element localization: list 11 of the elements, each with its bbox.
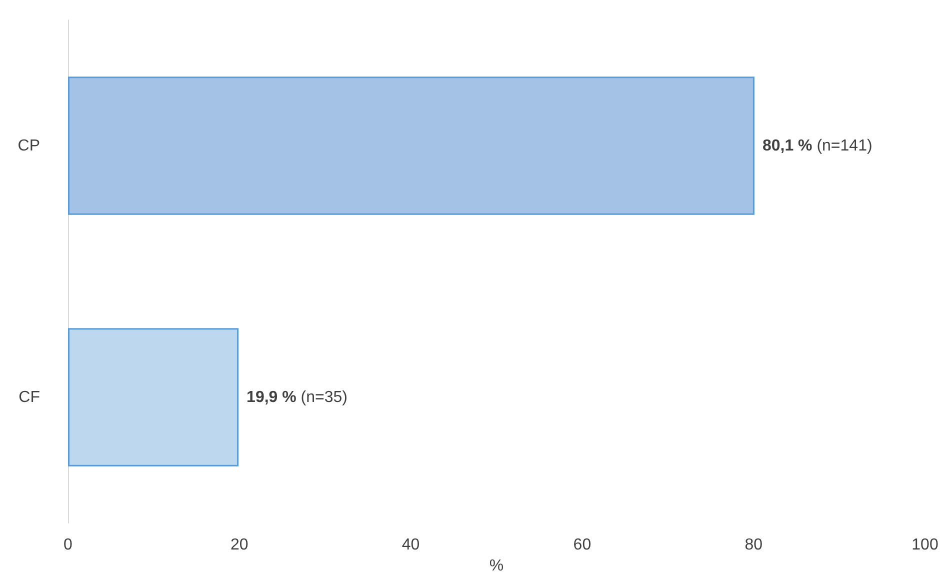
x-tick-label: 60 bbox=[573, 536, 592, 554]
y-tick-label: CF bbox=[18, 388, 40, 406]
x-tick-label: 80 bbox=[744, 536, 763, 554]
x-tick-label: 20 bbox=[230, 536, 248, 554]
data-label: 19,9 % (n=35) bbox=[246, 388, 348, 406]
x-tick-label: 100 bbox=[912, 536, 938, 554]
y-tick-label: CP bbox=[18, 137, 40, 154]
x-tick-label: 0 bbox=[64, 536, 73, 554]
x-axis-title: % bbox=[489, 557, 504, 574]
data-label: 80,1 % (n=141) bbox=[762, 137, 872, 154]
x-tick-label: 40 bbox=[402, 536, 420, 554]
